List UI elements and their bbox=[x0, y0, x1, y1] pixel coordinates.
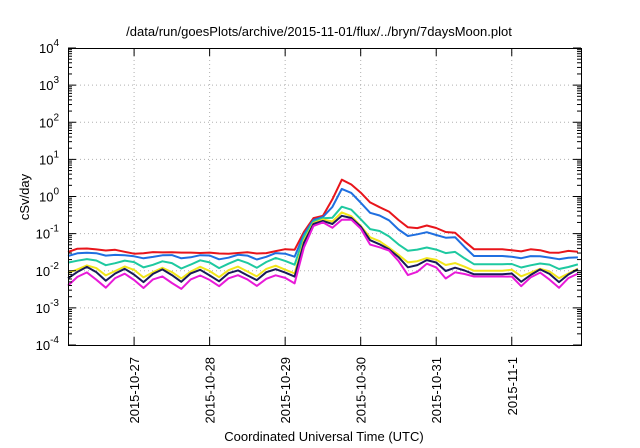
y-tick-label: 10-1 bbox=[36, 224, 60, 242]
series-line bbox=[67, 218, 579, 290]
y-tick-label: 100 bbox=[39, 187, 59, 205]
grid bbox=[68, 48, 581, 345]
y-tick-label: 10-4 bbox=[36, 335, 60, 353]
x-tick-label: 2015-10-30 bbox=[354, 357, 369, 424]
y-tick-label: 101 bbox=[39, 149, 59, 167]
x-tick-label: 2015-10-28 bbox=[203, 357, 218, 424]
series-lines bbox=[67, 178, 579, 290]
x-tick-label: 2015-11-1 bbox=[505, 357, 520, 415]
y-tick-label: 10-2 bbox=[36, 261, 60, 279]
y-tick-label: 103 bbox=[39, 75, 59, 93]
series-line bbox=[67, 187, 578, 261]
x-tick-label: 2015-10-27 bbox=[127, 357, 142, 424]
series-line bbox=[67, 211, 579, 280]
series-line bbox=[67, 205, 579, 270]
x-axis-ticks: 2015-10-27 2015-10-28 2015-10-29 2015-10-30… bbox=[127, 48, 520, 424]
x-axis-label: Coordinated Universal Time (UTC) bbox=[224, 429, 423, 444]
y-tick-label: 102 bbox=[39, 112, 59, 130]
x-tick-label: 2015-10-31 bbox=[429, 357, 444, 424]
y-tick-label: 104 bbox=[39, 38, 59, 56]
y-axis-label: cSv/day bbox=[17, 173, 32, 220]
x-tick-label: 2015-10-29 bbox=[278, 357, 293, 424]
series-line bbox=[67, 214, 579, 284]
chart-title: /data/run/goesPlots/archive/2015-11-01/f… bbox=[126, 24, 512, 39]
y-tick-label: 10-3 bbox=[36, 298, 60, 316]
y-axis-ticks: 10-4 10-3 10-2 10-1 100 101 102 103 104 bbox=[36, 38, 581, 353]
